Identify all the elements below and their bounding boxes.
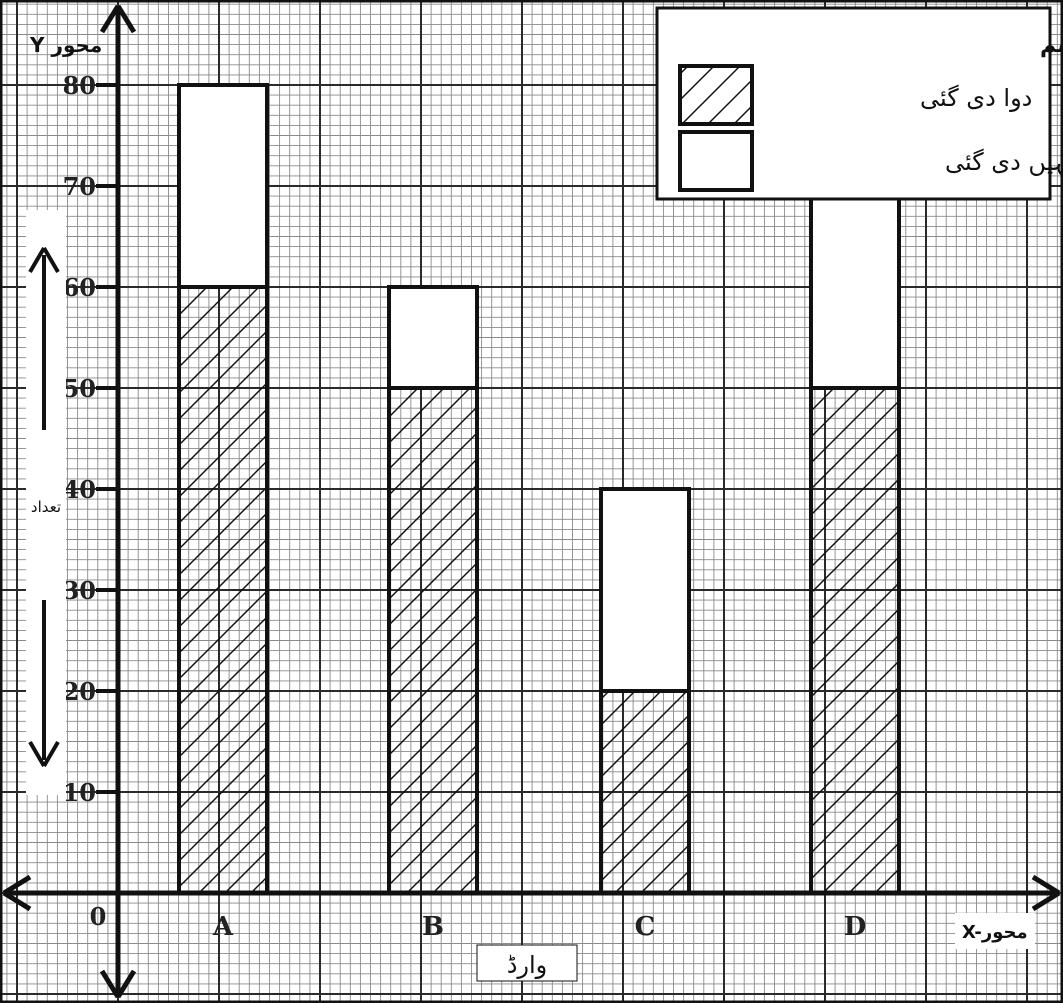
down-arrow-icon: [28, 740, 60, 768]
bar-B-plain: [387, 285, 479, 390]
y-tick-label: 50: [63, 374, 96, 403]
y-tick-label: 20: [63, 677, 96, 706]
x-axis-label: وارڈ: [507, 951, 548, 979]
y-tick-label: 60: [63, 273, 96, 302]
y-tick-label: 30: [63, 576, 96, 605]
bar-C-plain: [599, 487, 691, 693]
x-axis-name-bg: [955, 913, 1035, 949]
bar-B-hatched: [387, 386, 479, 895]
x-category-label: B: [422, 912, 444, 942]
legend-label-plain: دوا نہیں دی گئی: [945, 148, 1063, 176]
y-axis-name: Y محور: [29, 33, 102, 57]
bar-A-plain: [177, 83, 269, 289]
scale-note: پیمانہ: Y-محور پر بچّے 10 = 1 سم: [1040, 33, 1063, 58]
x-category-label: D: [844, 912, 867, 942]
up-arrow-icon: [28, 246, 60, 274]
x-category-label: A: [212, 912, 234, 942]
legend-swatch-plain: [678, 130, 754, 192]
x-axis-arrow-left: [2, 874, 32, 912]
y-axis-label: تعداد: [31, 498, 61, 516]
bar-C-hatched: [599, 689, 691, 895]
origin-label: 0: [90, 902, 107, 931]
bar-D-hatched: [809, 386, 901, 895]
y-tick-label: 80: [63, 71, 96, 100]
legend: پیمانہ: Y-محور پر بچّے 10 = 1 سم دوا دی …: [655, 6, 1063, 201]
y-tick-label: 10: [63, 778, 96, 807]
x-category-label: C: [635, 912, 656, 942]
y-tick-label: 40: [63, 475, 96, 504]
bar-A-hatched: [177, 285, 269, 895]
y-axis-arrow-top: [99, 4, 137, 34]
x-axis-name: X-محور: [962, 922, 1028, 943]
legend-label-hatched: دوا دی گئی: [920, 84, 1032, 112]
y-axis-arrow-bottom: [99, 969, 137, 999]
labels: 10 20 30 40 50 60 70 80 0 A B C D Y محور X-محور وارڈ تعد…: [26, 33, 1035, 982]
bar-D-plain: [809, 184, 901, 390]
x-label-box: [476, 944, 578, 982]
y-tick-label: 70: [63, 172, 96, 201]
axes: [2, 4, 1061, 999]
legend-swatch-hatched: [678, 64, 754, 126]
x-axis-arrow-right: [1031, 874, 1061, 912]
